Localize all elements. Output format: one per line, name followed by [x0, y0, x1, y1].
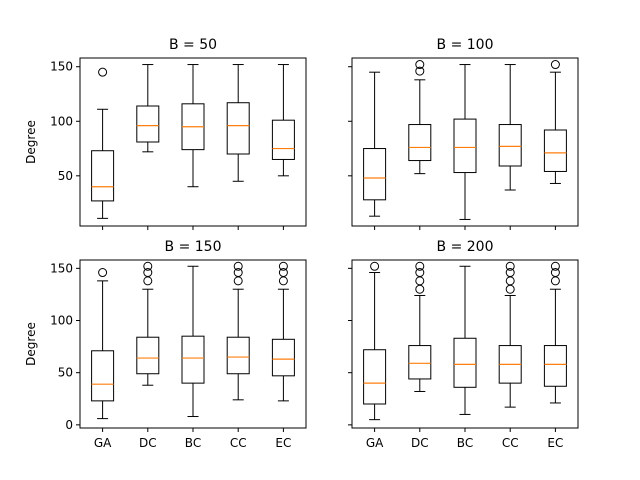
y-tick-label: 150 — [50, 261, 73, 275]
iqr-box — [363, 148, 387, 201]
box-EC — [271, 64, 295, 177]
iqr-box — [408, 124, 432, 162]
outlier-point — [505, 261, 515, 271]
iqr-box — [543, 129, 567, 172]
outlier-point — [278, 268, 288, 278]
iqr-box — [363, 349, 387, 405]
outlier-point — [278, 276, 288, 286]
y-tick-label: 100 — [50, 314, 73, 328]
box-GA — [91, 67, 115, 219]
subplot-4: B = 200 GA DC BC CC EC — [348, 239, 579, 450]
box-GA — [363, 261, 387, 421]
x-tick-label: BC — [457, 436, 473, 450]
iqr-box — [408, 345, 432, 380]
outlier-point — [550, 268, 560, 278]
outlier-point — [415, 268, 425, 278]
iqr-box — [271, 119, 295, 160]
iqr-box — [498, 124, 522, 167]
plot-frame — [79, 259, 307, 429]
x-tick-label: EC — [547, 436, 563, 450]
iqr-box — [226, 336, 250, 375]
x-tick-label: DC — [411, 436, 429, 450]
box-DC — [408, 261, 432, 392]
outlier-point — [233, 268, 243, 278]
iqr-box — [271, 338, 295, 377]
y-tick-label: 100 — [50, 114, 73, 128]
box-BC — [181, 265, 205, 418]
y-tick-label: 50 — [58, 169, 73, 183]
y-tick-label: 150 — [50, 60, 73, 74]
subplot-1: B = 50 Degree 50 100 150 — [24, 37, 307, 230]
box-BC — [453, 265, 477, 415]
box-GA — [363, 71, 387, 217]
x-tick-label: GA — [366, 436, 384, 450]
y-axis-label: Degree — [24, 120, 38, 164]
box-DC — [408, 60, 432, 175]
box-BC — [453, 64, 477, 220]
outlier-point — [505, 276, 515, 286]
y-tick-label: 50 — [58, 366, 73, 380]
plot-frame — [351, 259, 579, 429]
outlier-point — [370, 261, 380, 271]
box-DC — [136, 64, 160, 153]
x-tick-label: CC — [502, 436, 519, 450]
subplot-title: B = 150 — [165, 239, 222, 255]
outlier-point — [143, 268, 153, 278]
iqr-box — [136, 336, 160, 375]
subplot-3: B = 150 Degree 0 50 100 150 GA DC BC CC EC — [24, 239, 307, 450]
outlier-point — [415, 284, 425, 294]
subplot-2: B = 100 — [348, 37, 579, 230]
outlier-point — [98, 268, 108, 278]
x-tick-label: EC — [275, 436, 291, 450]
outlier-point — [233, 276, 243, 286]
iqr-box — [91, 350, 115, 402]
outlier-point — [278, 261, 288, 271]
outlier-point — [550, 276, 560, 286]
outlier-point — [98, 67, 108, 77]
box-EC — [271, 261, 295, 402]
subplot-title: B = 100 — [437, 37, 494, 53]
outlier-point — [505, 268, 515, 278]
outlier-point — [415, 276, 425, 286]
box-CC — [226, 64, 250, 182]
subplot-title: B = 200 — [437, 239, 494, 255]
outlier-point — [143, 276, 153, 286]
outlier-point — [415, 261, 425, 271]
box-GA — [91, 268, 115, 420]
iqr-box — [136, 105, 160, 143]
outlier-point — [505, 284, 515, 294]
box-CC — [226, 261, 250, 401]
outlier-point — [143, 261, 153, 271]
y-axis-label: Degree — [24, 322, 38, 366]
iqr-box — [453, 118, 477, 174]
outlier-point — [415, 66, 425, 76]
x-tick-label: BC — [185, 436, 201, 450]
outlier-point — [550, 261, 560, 271]
plot-frame — [79, 57, 307, 227]
box-DC — [136, 261, 160, 386]
outlier-point — [550, 60, 560, 70]
outlier-point — [415, 60, 425, 70]
subplot-title: B = 50 — [169, 37, 217, 53]
x-tick-label: DC — [139, 436, 157, 450]
iqr-box — [453, 337, 477, 388]
y-tick-label: 0 — [65, 418, 73, 432]
box-EC — [543, 60, 567, 184]
plot-frame — [351, 57, 579, 227]
iqr-box — [91, 150, 115, 202]
box-CC — [498, 261, 522, 408]
x-tick-label: CC — [230, 436, 247, 450]
box-EC — [543, 261, 567, 404]
box-BC — [181, 64, 205, 188]
iqr-box — [543, 345, 567, 387]
iqr-box — [181, 335, 205, 384]
iqr-box — [226, 102, 250, 155]
x-tick-label: GA — [94, 436, 112, 450]
outlier-point — [233, 261, 243, 271]
box-CC — [498, 64, 522, 191]
